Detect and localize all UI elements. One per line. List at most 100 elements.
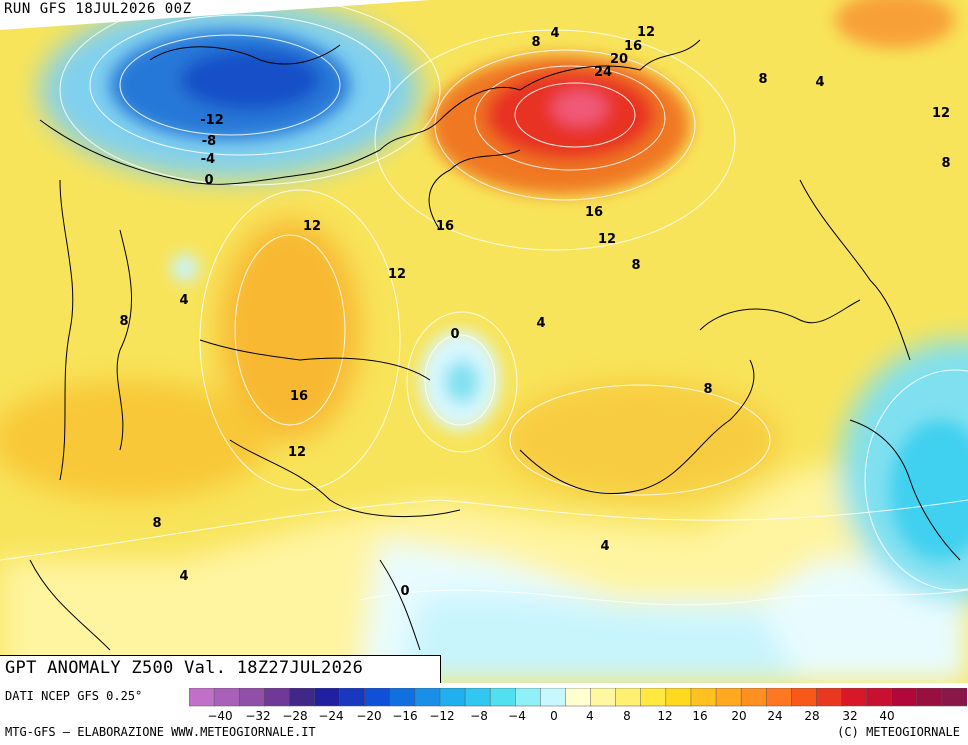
map-edge-gap bbox=[0, 0, 430, 30]
scale-tick-label: −16 bbox=[392, 709, 418, 723]
contour-label: 8 bbox=[531, 35, 540, 50]
scale-swatch bbox=[866, 688, 893, 707]
scale-swatch bbox=[189, 688, 215, 707]
scale-swatch bbox=[791, 688, 818, 707]
scale-swatch bbox=[213, 688, 240, 707]
scale-swatch bbox=[389, 688, 416, 707]
scale-swatch bbox=[640, 688, 667, 707]
title-box: GPT ANOMALY Z500 Val. 18Z27JUL2026 bbox=[0, 655, 441, 683]
contour-label: 4 bbox=[815, 75, 824, 90]
scale-swatch bbox=[464, 688, 491, 707]
scale-swatch bbox=[489, 688, 517, 707]
legend-footer: DATI NCEP GFS 0.25° −40 −32 −28 −24 −20 −16 −1… bbox=[0, 683, 968, 745]
scale-swatch bbox=[339, 688, 366, 707]
contour-label: 12 bbox=[637, 25, 655, 40]
scale-swatch bbox=[841, 688, 868, 707]
scale-tick-label: −12 bbox=[429, 709, 455, 723]
scale-tick-label: 32 bbox=[842, 709, 858, 723]
scale-swatch bbox=[314, 688, 341, 707]
scale-swatch bbox=[690, 688, 717, 707]
contour-label: 8 bbox=[631, 258, 640, 273]
scale-swatch bbox=[590, 688, 617, 707]
scale-swatch bbox=[615, 688, 642, 707]
contour-label: 0 bbox=[400, 584, 409, 599]
scale-tick-label: 40 bbox=[879, 709, 895, 723]
contour-label: 8 bbox=[703, 382, 712, 397]
scale-swatch bbox=[264, 688, 291, 707]
scale-swatch bbox=[665, 688, 692, 707]
data-source: DATI NCEP GFS 0.25° bbox=[5, 689, 143, 703]
scale-swatch bbox=[439, 688, 466, 707]
contour-label: 16 bbox=[436, 219, 454, 234]
scale-tick-label: −4 bbox=[508, 709, 526, 723]
contour-label: 12 bbox=[303, 219, 321, 234]
contour-label: -12 bbox=[200, 113, 224, 128]
contour-label: 8 bbox=[152, 516, 161, 531]
field-neg-south bbox=[400, 594, 800, 683]
contour-label: 0 bbox=[204, 173, 213, 188]
field-ural-low bbox=[171, 254, 199, 282]
contour-label: 20 bbox=[610, 52, 628, 67]
contour-label: 4 bbox=[179, 569, 188, 584]
contour-label: 24 bbox=[594, 65, 612, 80]
scale-tick-label: 28 bbox=[804, 709, 820, 723]
scale-swatch bbox=[715, 688, 742, 707]
field-west-siberia-high bbox=[220, 220, 360, 440]
scale-tick-label: 24 bbox=[767, 709, 783, 723]
contour-label: 12 bbox=[288, 445, 306, 460]
contour-label: 8 bbox=[119, 314, 128, 329]
field-arctic-high bbox=[835, 0, 955, 48]
field-caspian-high bbox=[0, 380, 270, 500]
field-japan-core bbox=[890, 420, 968, 560]
scale-tick-label: 8 bbox=[623, 709, 631, 723]
scale-tick-label: 12 bbox=[657, 709, 673, 723]
contour-label: 16 bbox=[290, 389, 308, 404]
contour-label: -4 bbox=[201, 152, 215, 167]
contour-label: -8 bbox=[202, 134, 216, 149]
scale-tick-labels: −40 −32 −28 −24 −20 −16 −12 −8 −4 0 4 8 12 16 20 24 28 32… bbox=[0, 709, 968, 723]
contour-label: 4 bbox=[179, 293, 188, 308]
scale-tick-label: −8 bbox=[470, 709, 488, 723]
field-barents-deep bbox=[180, 50, 320, 110]
scale-swatch bbox=[565, 688, 592, 707]
scale-tick-label: −24 bbox=[318, 709, 344, 723]
scale-tick-label: 20 bbox=[731, 709, 747, 723]
field-mongolia-high bbox=[500, 380, 780, 500]
run-label: RUN GFS 18JUL2026 00Z bbox=[4, 1, 192, 17]
contour-label: 12 bbox=[388, 267, 406, 282]
scale-swatch bbox=[540, 688, 567, 707]
scale-swatch bbox=[916, 688, 943, 707]
contour-label: 4 bbox=[550, 26, 559, 41]
credit-right: (C) METEOGIORNALE bbox=[837, 725, 960, 739]
scale-swatch bbox=[816, 688, 843, 707]
scale-swatch bbox=[765, 688, 793, 707]
scale-tick-label: −20 bbox=[356, 709, 382, 723]
scale-tick-label: 16 bbox=[692, 709, 708, 723]
contour-label: 8 bbox=[941, 156, 950, 171]
scale-swatch bbox=[515, 688, 542, 707]
scale-swatch bbox=[238, 688, 266, 707]
anomaly-map: 4 8 12 16 20 24 8 4 12 8 -12 -8 -4 0 12 16 16 12 12 8 4 8 0 4 16… bbox=[0, 0, 968, 683]
contour-label: 4 bbox=[536, 316, 545, 331]
field-central-core bbox=[444, 360, 480, 404]
scale-swatch bbox=[740, 688, 767, 707]
scale-tick-label: 0 bbox=[550, 709, 558, 723]
scale-swatch bbox=[364, 688, 391, 707]
scale-swatch bbox=[289, 688, 316, 707]
scale-swatch bbox=[891, 688, 918, 707]
scale-tick-label: −28 bbox=[282, 709, 308, 723]
field-siberia-peak bbox=[552, 90, 608, 126]
map-title: GPT ANOMALY Z500 Val. 18Z27JUL2026 bbox=[5, 658, 364, 678]
contour-label: 8 bbox=[758, 72, 767, 87]
credit-left: MTG-GFS — ELABORAZIONE WWW.METEOGIORNALE… bbox=[5, 725, 316, 739]
contour-label: 12 bbox=[598, 232, 616, 247]
coastlines bbox=[29, 39, 961, 651]
contour-label: 4 bbox=[600, 539, 609, 554]
scale-tick-label: 4 bbox=[586, 709, 594, 723]
contour-label: 12 bbox=[932, 106, 950, 121]
scale-tick-label: −40 bbox=[207, 709, 233, 723]
contour-label: 16 bbox=[585, 205, 603, 220]
color-scale bbox=[189, 688, 967, 707]
